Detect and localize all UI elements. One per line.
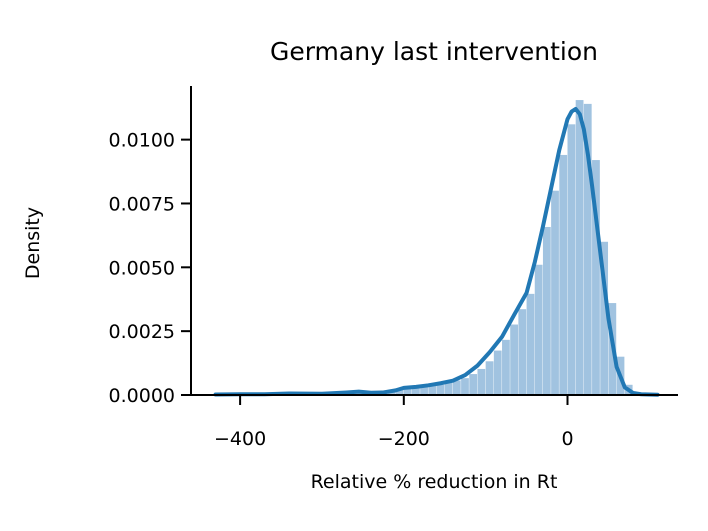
- histogram-bar: [534, 264, 543, 395]
- histogram-bar: [461, 378, 469, 395]
- histogram-bar: [452, 380, 461, 395]
- kde-curve: [213, 106, 660, 397]
- histogram-bar: [551, 190, 559, 395]
- histogram-bar: [485, 361, 494, 395]
- histogram-bar: [403, 388, 412, 395]
- y-tick-label: 0.0100: [109, 130, 175, 152]
- histogram-bar: [542, 226, 551, 395]
- y-tick-label: 0.0075: [109, 193, 175, 215]
- x-axis: −400 −200 0: [214, 395, 574, 450]
- histogram-bar: [567, 124, 576, 395]
- x-tick-label: −400: [214, 428, 266, 450]
- chart-title: Germany last intervention: [270, 37, 598, 66]
- y-axis: 0.0000 0.0025 0.0050 0.0075 0.0100: [109, 130, 191, 407]
- histogram-bar: [436, 384, 445, 395]
- histogram-bar: [395, 389, 404, 395]
- histogram-bar: [493, 350, 502, 395]
- histogram-bar: [583, 103, 592, 395]
- y-tick-label: 0.0000: [109, 385, 175, 407]
- histogram-bar: [510, 324, 518, 395]
- histogram-bar: [469, 374, 478, 395]
- histogram-bar: [420, 385, 428, 395]
- histogram-bar: [600, 241, 609, 395]
- histogram-bar: [526, 293, 535, 395]
- x-axis-label: Relative % reduction in Rt: [311, 471, 558, 493]
- histogram: [215, 100, 649, 396]
- x-tick-label: −200: [378, 428, 430, 450]
- histogram-bar: [502, 339, 510, 395]
- y-axis-label: Density: [22, 207, 44, 279]
- histogram-bar: [444, 382, 453, 395]
- histogram-bar: [575, 100, 584, 396]
- x-tick-label: 0: [561, 428, 573, 450]
- histogram-bar: [592, 160, 600, 395]
- y-tick-label: 0.0025: [109, 321, 175, 343]
- histogram-bar: [477, 368, 486, 395]
- histogram-bar: [559, 154, 568, 395]
- y-tick-label: 0.0050: [109, 257, 175, 279]
- histogram-bar: [411, 387, 420, 395]
- histogram-bar: [518, 309, 527, 395]
- histogram-bar: [428, 384, 437, 395]
